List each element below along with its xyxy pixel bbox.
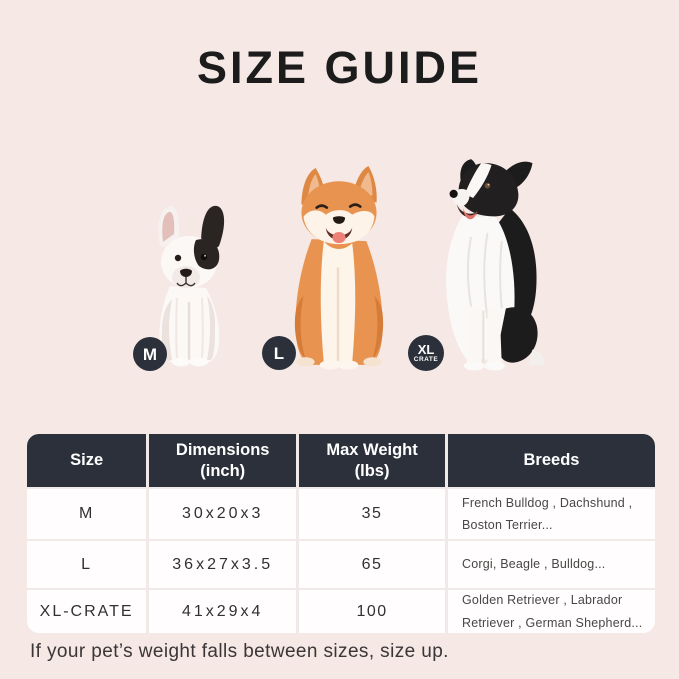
- row-m-breeds: French Bulldog , Dachshund , Boston Terr…: [448, 489, 655, 539]
- footnote: If your pet’s weight falls between sizes…: [30, 641, 449, 662]
- column-header-max-weight-sub: (lbs): [354, 461, 390, 480]
- column-header-size-label: Size: [70, 451, 104, 470]
- row-l-dimensions: 36x27x3.5: [149, 541, 297, 588]
- size-badge-l-label: L: [273, 343, 285, 363]
- french-bulldog-image: [158, 205, 225, 367]
- size-badge-xl-crate: XL CRATE: [408, 335, 444, 371]
- column-header-dimensions-sub: (inch): [200, 461, 246, 480]
- row-m-max-weight: 35: [299, 489, 445, 539]
- size-table: Size Dimensions (inch) Max Weight (lbs) …: [27, 434, 655, 633]
- page-title: SIZE GUIDE: [196, 42, 483, 93]
- column-header-max-weight-label: Max Weight: [326, 440, 418, 459]
- row-m-size: M: [27, 489, 147, 539]
- row-xl-size: XL-CRATE: [27, 590, 147, 633]
- column-header-dimensions-label: Dimensions: [175, 440, 270, 459]
- column-header-breeds-label: Breeds: [523, 451, 580, 470]
- column-header-size: Size: [27, 434, 147, 487]
- column-header-breeds: Breeds: [448, 434, 655, 487]
- size-badge-l: L: [262, 336, 296, 370]
- size-badge-m: M: [133, 337, 167, 371]
- size-badge-xl-sublabel: CRATE: [413, 355, 439, 363]
- row-xl-dimensions: 41x29x4: [149, 590, 297, 633]
- row-l-size: L: [27, 541, 147, 588]
- shiba-inu-image: [294, 166, 384, 370]
- row-xl-max-weight: 100: [299, 590, 445, 633]
- row-m-dimensions: 30x20x3: [149, 489, 297, 539]
- column-header-dimensions: Dimensions (inch): [149, 434, 297, 487]
- row-xl-breeds: Golden Retriever , Labrador Retriever , …: [448, 590, 655, 633]
- size-table-grid: Size Dimensions (inch) Max Weight (lbs) …: [27, 434, 655, 633]
- column-header-max-weight: Max Weight (lbs): [299, 434, 445, 487]
- size-badge-xl-label: XL: [417, 341, 435, 357]
- row-l-max-weight: 65: [299, 541, 445, 588]
- row-l-breeds: Corgi, Beagle , Bulldog...: [448, 541, 655, 588]
- border-collie-image: [446, 159, 545, 371]
- size-badge-m-label: M: [142, 344, 158, 364]
